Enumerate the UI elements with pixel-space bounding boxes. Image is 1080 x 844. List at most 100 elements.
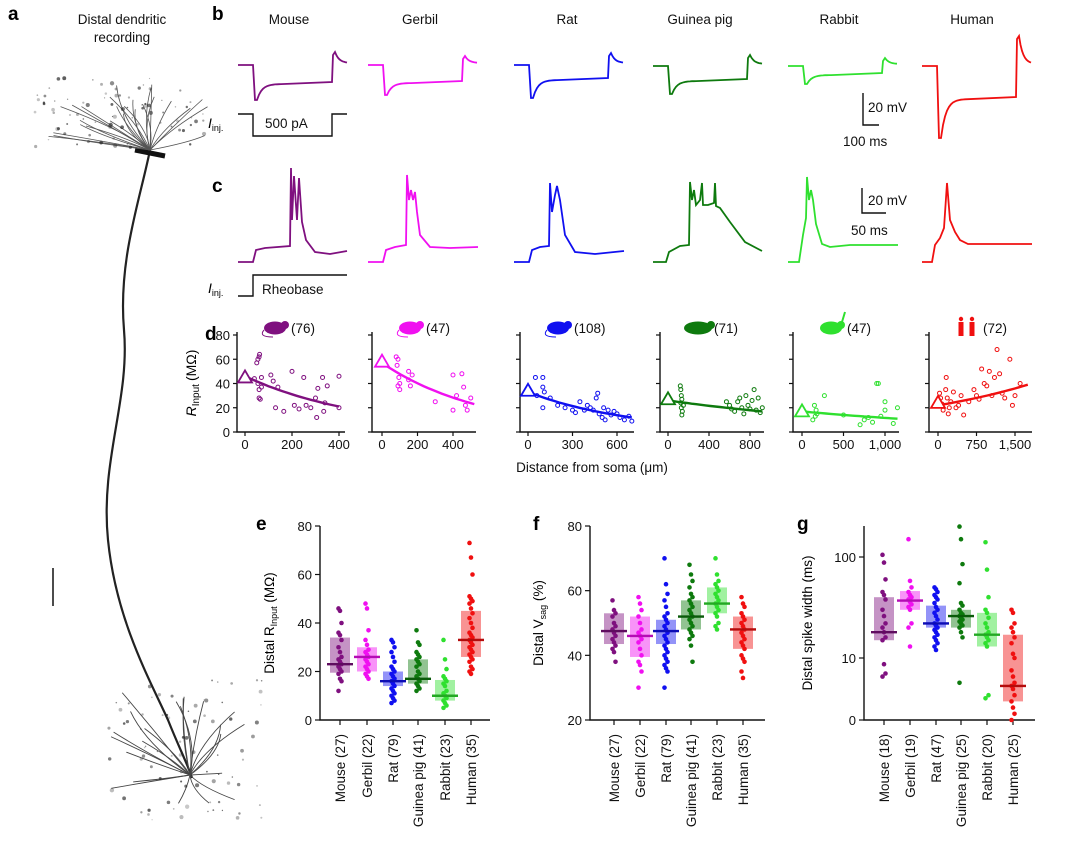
neuron-speckle [210, 719, 215, 724]
box-group-rat: Rat (47) [923, 585, 949, 783]
species-icon-guinea-pig [684, 321, 715, 335]
animal-head [416, 321, 424, 329]
data-point [636, 614, 641, 619]
neuron-speckle [189, 123, 193, 127]
neuron-speckle [203, 714, 206, 717]
tuft-branch [116, 106, 151, 151]
species-icon-human [958, 316, 975, 336]
data-point [336, 671, 341, 677]
d-data-point [811, 402, 817, 408]
voltage-trace-human [922, 33, 1032, 139]
d-data-point [629, 418, 635, 424]
species-title-mouse: Mouse [269, 12, 310, 27]
data-point [364, 642, 370, 648]
data-point [1009, 717, 1014, 723]
neuron-speckle [176, 119, 179, 123]
data-point [639, 636, 644, 642]
d-data-point [679, 412, 685, 418]
data-point [339, 620, 344, 626]
d-data-point [943, 374, 949, 380]
neuron-speckle [209, 801, 212, 804]
data-point [688, 572, 694, 577]
d-fit-line [244, 375, 340, 408]
data-point [716, 620, 721, 626]
data-point [883, 671, 888, 676]
animal-tail [544, 329, 557, 338]
d-data-point [268, 372, 274, 378]
data-point [714, 627, 720, 632]
d-data-point [450, 372, 456, 378]
data-point [1010, 651, 1016, 657]
data-point [1012, 680, 1017, 686]
d-data-point [882, 407, 888, 413]
tuft-branch [142, 103, 152, 151]
d-data-point [875, 381, 881, 386]
d-data-point [678, 387, 684, 393]
d-data-point [320, 374, 326, 380]
d-subplot-rat: 0 300 600 (108) [516, 321, 635, 452]
neuron-speckle [139, 757, 143, 761]
f-ylabel-pre: Distal V [531, 619, 546, 666]
d-data-point [737, 395, 743, 401]
data-point [983, 539, 988, 545]
neuron-speckle [88, 133, 92, 137]
d-data-point [541, 389, 547, 395]
neuron-speckle [68, 113, 72, 117]
data-point [907, 607, 913, 613]
human-body [958, 322, 964, 336]
scale-bar-time-label: 100 ms [843, 134, 888, 149]
d-data-point [979, 366, 985, 372]
d-data-point [723, 399, 729, 405]
neuron-speckle [230, 682, 234, 685]
human-head [969, 316, 975, 322]
rheobase-trace-gerbil [368, 174, 479, 263]
neuron-speckle [206, 770, 208, 773]
neuron-speckle [151, 819, 153, 821]
d-ylabel-sub: Input [191, 384, 202, 406]
d-x-tick-label: 0 [934, 437, 941, 452]
d-data-point [336, 373, 342, 379]
neuron-speckle [122, 722, 126, 725]
d-data-point [1009, 402, 1015, 408]
tuft-branch [71, 104, 151, 151]
d-data-point [1002, 395, 1008, 401]
d-data-point [450, 407, 456, 413]
d-data-point [870, 419, 876, 425]
d-data-point [407, 383, 413, 389]
neuron-speckle [203, 699, 205, 701]
y-tick-label: 80 [298, 519, 312, 534]
basal-branch [189, 723, 245, 776]
data-point [881, 560, 887, 565]
neuron-speckle [144, 745, 147, 748]
neuron-speckle [226, 781, 231, 785]
data-point [986, 615, 991, 621]
data-point [468, 620, 474, 626]
data-point [690, 623, 695, 629]
d-x-tick-label: 800 [739, 437, 761, 452]
data-point [909, 585, 914, 590]
neuron-speckle [174, 106, 177, 108]
neuron-speckle [189, 101, 192, 104]
d-soma-triangle [659, 390, 677, 406]
data-point [467, 540, 472, 546]
neuron-speckle [179, 770, 183, 774]
d-data-point [584, 402, 590, 408]
tuft-branch [149, 107, 191, 151]
data-point [636, 685, 641, 690]
box-group-rabbit: Rabbit (23) [704, 556, 730, 801]
neuron-speckle [139, 728, 142, 730]
data-point [392, 659, 397, 665]
d-subplot-human: 0 750 1,500 (72) [925, 316, 1032, 452]
data-point [983, 621, 988, 626]
neuron-speckle [47, 138, 50, 141]
data-point [613, 611, 618, 616]
d-data-point [461, 384, 467, 390]
category-label: Guinea pig (41) [684, 734, 699, 827]
scale-bar-b [862, 93, 879, 126]
neuron-speckle [144, 102, 147, 106]
d-data-point [396, 374, 402, 380]
neuron-speckle [63, 132, 67, 136]
y-tick-label: 100 [834, 550, 856, 565]
neuron-speckle [188, 143, 192, 146]
d-data-point [743, 393, 749, 399]
